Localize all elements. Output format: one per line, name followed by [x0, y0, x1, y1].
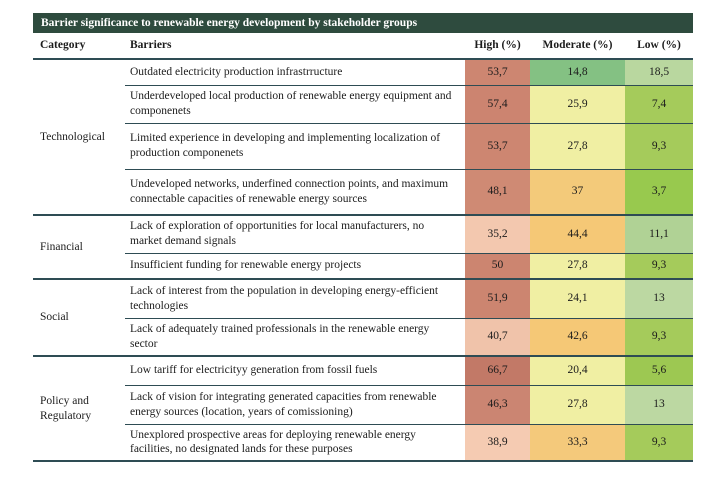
low-cell: 9,3: [625, 122, 693, 169]
low-cell: 9,3: [625, 317, 693, 356]
moderate-cell: 25,9: [530, 84, 625, 123]
barrier-cell: Outdated electricity production infrastr…: [125, 58, 465, 85]
moderate-cell: 20,4: [530, 355, 625, 385]
barrier-cell: Underdeveloped local production of renew…: [125, 84, 465, 123]
high-cell: 53,7: [465, 58, 530, 85]
col-header-high: High (%): [465, 33, 530, 60]
table-row: Undeveloped networks, underfined connect…: [33, 168, 693, 215]
moderate-cell: 33,3: [530, 423, 625, 462]
low-cell: 9,3: [625, 423, 693, 462]
barrier-cell: Insufficient funding for renewable energ…: [125, 252, 465, 279]
table-row: Insufficient funding for renewable energ…: [33, 252, 693, 279]
barrier-cell: Lack of adequately trained professionals…: [125, 317, 465, 356]
high-cell: 51,9: [465, 278, 530, 318]
table-row: Lack of adequately trained professionals…: [33, 317, 693, 356]
low-cell: 5,6: [625, 355, 693, 385]
table-row: Financial Lack of exploration of opportu…: [33, 214, 693, 279]
low-cell: 18,5: [625, 58, 693, 85]
table-row: Technological Outdated electricity produ…: [33, 58, 693, 215]
category-cell: Policy and Regulatory: [33, 354, 125, 462]
low-cell: 9,3: [625, 252, 693, 279]
col-header-category: Category: [33, 33, 125, 60]
high-cell: 53,7: [465, 122, 530, 169]
table-row: Policy and Regulatory Low tariff for ele…: [33, 354, 693, 462]
table-title-bar: Barrier significance to renewable energy…: [33, 13, 693, 33]
barrier-cell: Unexplored prospective areas for deployi…: [125, 423, 465, 462]
low-cell: 11,1: [625, 214, 693, 253]
moderate-cell: 14,8: [530, 58, 625, 85]
moderate-cell: 24,1: [530, 278, 625, 318]
col-header-barriers: Barriers: [125, 33, 465, 60]
barrier-cell: Lack of interest from the population in …: [125, 278, 465, 318]
high-cell: 50: [465, 252, 530, 279]
category-cell: Technological: [33, 58, 125, 215]
low-cell: 13: [625, 278, 693, 318]
high-cell: 48,1: [465, 168, 530, 215]
barrier-cell: Lack of exploration of opportunities for…: [125, 214, 465, 253]
moderate-cell: 44,4: [530, 214, 625, 253]
high-cell: 35,2: [465, 214, 530, 253]
high-cell: 46,3: [465, 384, 530, 424]
moderate-cell: 27,8: [530, 252, 625, 279]
high-cell: 66,7: [465, 355, 530, 385]
moderate-cell: 42,6: [530, 317, 625, 356]
table-row: Lack of vision for integrating generated…: [33, 384, 693, 424]
barrier-cell: Low tariff for electricityy generation f…: [125, 355, 465, 385]
barrier-cell: Limited experience in developing and imp…: [125, 122, 465, 169]
table-row: Limited experience in developing and imp…: [33, 122, 693, 169]
table-row: Underdeveloped local production of renew…: [33, 84, 693, 123]
barrier-cell: Lack of vision for integrating generated…: [125, 384, 465, 424]
high-cell: 40,7: [465, 317, 530, 356]
table-row: Unexplored prospective areas for deployi…: [33, 423, 693, 462]
barrier-table: Barrier significance to renewable energy…: [33, 13, 693, 463]
barrier-cell: Undeveloped networks, underfined connect…: [125, 168, 465, 215]
category-cell: Social: [33, 278, 125, 356]
col-header-moderate: Moderate (%): [530, 33, 625, 60]
low-cell: 13: [625, 384, 693, 424]
high-cell: 57,4: [465, 84, 530, 123]
moderate-cell: 27,8: [530, 122, 625, 169]
high-cell: 38,9: [465, 423, 530, 462]
category-cell: Financial: [33, 214, 125, 279]
col-header-low: Low (%): [625, 33, 693, 60]
low-cell: 3,7: [625, 168, 693, 215]
moderate-cell: 37: [530, 168, 625, 215]
header-row: Category Barriers High (%) Moderate (%) …: [33, 33, 693, 60]
moderate-cell: 27,8: [530, 384, 625, 424]
data-table: Category Barriers High (%) Moderate (%) …: [33, 33, 693, 463]
table-row: Social Lack of interest from the populat…: [33, 278, 693, 356]
low-cell: 7,4: [625, 84, 693, 123]
